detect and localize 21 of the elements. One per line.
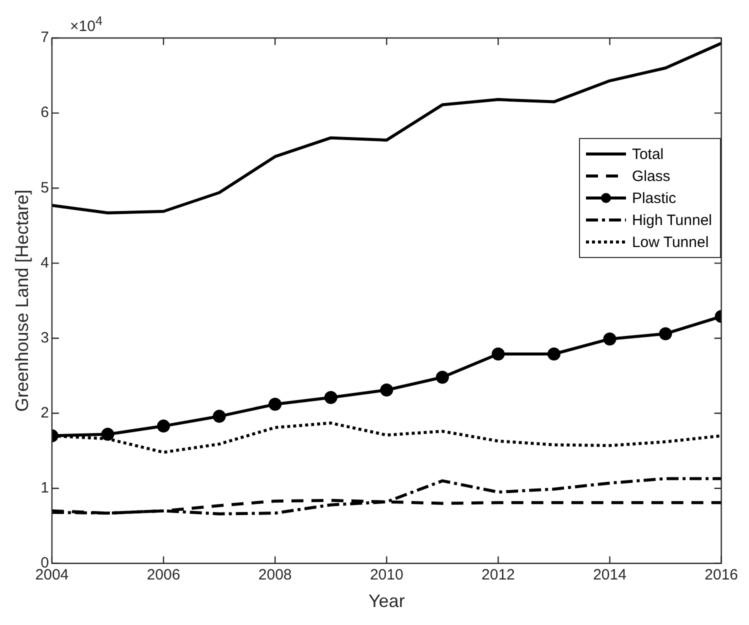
y-tick-label: 4 <box>40 254 49 272</box>
y-axis-title: Greenhouse Land [Hectare] <box>12 190 32 412</box>
y-tick-label: 5 <box>40 179 49 196</box>
x-tick-label: 2006 <box>146 566 180 584</box>
x-tick-label: 2014 <box>593 566 626 584</box>
y-tick-label: 6 <box>40 104 49 122</box>
legend-label: Plastic <box>632 190 676 206</box>
legend-label: Low Tunnel <box>632 234 709 250</box>
x-tick-label: 2016 <box>704 566 738 584</box>
legend-label: Total <box>632 146 664 162</box>
text: ×10$^{4}$ <box>70 14 102 35</box>
y-tick-label: 3 <box>40 329 49 346</box>
y-tick-label: 2 <box>40 404 49 422</box>
legend-label: High Tunnel <box>632 212 712 228</box>
legend-label: Glass <box>632 168 670 184</box>
x-axis-title: Year <box>368 591 405 612</box>
y-tick-label: 1 <box>40 479 49 496</box>
y-tick-label: 7 <box>40 29 49 46</box>
x-tick-label: 2010 <box>370 566 404 584</box>
x-tick-label: 2008 <box>258 566 292 584</box>
x-tick-label: 2012 <box>482 566 515 584</box>
